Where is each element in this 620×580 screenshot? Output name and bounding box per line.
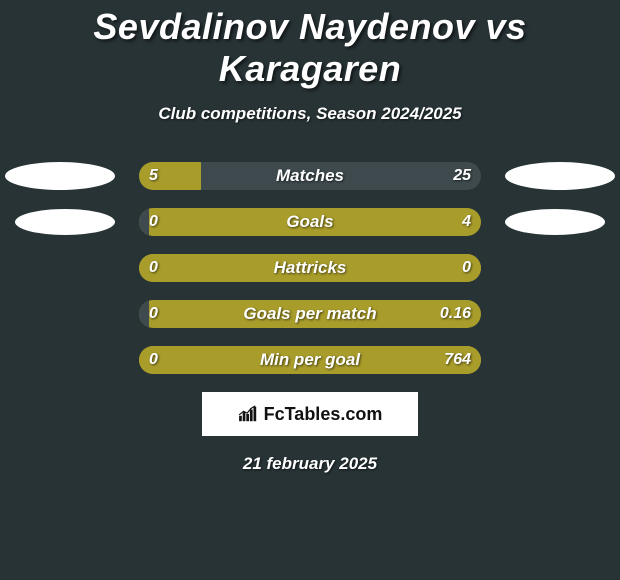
stat-value-left: 0 [149,305,158,323]
footer-date: 21 february 2025 [0,454,620,474]
stats-bars: 5 25 Matches 0 4 Goals 0 0 Hattricks 0 0.16 Goals p… [0,162,620,374]
stat-bar: 0 0.16 Goals per match [139,300,481,328]
stat-bar: 0 0 Hattricks [139,254,481,282]
stat-value-left: 0 [149,259,158,277]
brand-text: FcTables.com [264,404,383,425]
stat-value-left: 5 [149,167,158,185]
stat-bar: 0 4 Goals [139,208,481,236]
stat-value-right: 25 [453,167,471,185]
stat-value-right: 0.16 [440,305,471,323]
player-marker-right [505,209,605,235]
player-marker-right [505,162,615,190]
stat-bar: 0 764 Min per goal [139,346,481,374]
bar-chart-icon [238,405,260,423]
stat-value-left: 0 [149,213,158,231]
stat-value-left: 0 [149,351,158,369]
player-marker-left [5,162,115,190]
stat-bar-left-fill [139,208,149,236]
stat-label: Hattricks [274,258,347,278]
stat-row: 0 0.16 Goals per match [0,300,620,328]
stat-row: 0 764 Min per goal [0,346,620,374]
stat-label: Matches [276,166,344,186]
stat-value-right: 764 [444,351,471,369]
stat-row: 0 0 Hattricks [0,254,620,282]
stat-value-right: 4 [462,213,471,231]
stat-bar-left-fill [139,300,149,328]
brand-box: FcTables.com [202,392,418,436]
stat-row: 5 25 Matches [0,162,620,190]
stat-label: Goals per match [243,304,376,324]
page-subtitle: Club competitions, Season 2024/2025 [0,104,620,124]
stat-value-right: 0 [462,259,471,277]
stat-label: Goals [286,212,333,232]
stat-bar: 5 25 Matches [139,162,481,190]
player-marker-left [15,209,115,235]
stat-label: Min per goal [260,350,360,370]
page-title: Sevdalinov Naydenov vs Karagaren [0,0,620,90]
stat-row: 0 4 Goals [0,208,620,236]
